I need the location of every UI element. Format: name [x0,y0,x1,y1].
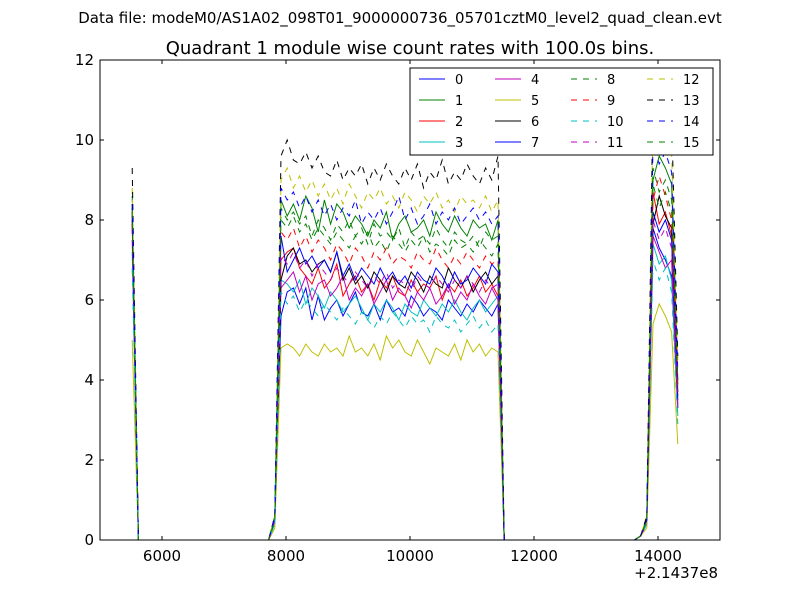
series-line-4 [131,235,679,541]
series-line-14 [131,143,679,541]
series-line-1 [131,154,679,541]
y-tick-label: 10 [75,131,94,149]
legend-label-11: 11 [607,136,624,151]
legend-label-2: 2 [455,115,463,130]
legend-label-15: 15 [683,136,700,151]
legend-label-1: 1 [455,94,463,109]
legend-label-14: 14 [683,115,700,130]
series-line-9 [131,174,679,541]
y-tick-label: 8 [84,211,94,229]
plot-series-group [131,95,679,541]
series-line-12 [131,103,679,541]
series-line-13 [131,95,679,541]
legend-label-5: 5 [531,94,539,109]
x-tick-label: 8000 [267,547,305,565]
y-tick-label: 2 [84,451,94,469]
series-line-11 [131,219,679,541]
y-tick-label: 12 [75,51,94,69]
series-line-15 [131,167,679,541]
y-tick-label: 4 [84,371,94,389]
legend-label-8: 8 [607,73,615,88]
y-tick-label: 0 [84,531,94,549]
x-axis-offset-label: +2.1437e8 [634,564,718,582]
series-line-10 [131,259,679,541]
legend-box [409,67,714,156]
series-line-0 [131,207,679,541]
x-tick-label: 12000 [510,547,558,565]
legend-label-4: 4 [531,73,539,88]
series-line-7 [131,211,679,541]
legend-label-6: 6 [531,115,539,130]
series-line-5 [131,302,679,541]
x-axis: 6000 8000 10000 12000 14000 [143,60,682,565]
x-tick-label: 6000 [143,547,181,565]
legend-label-3: 3 [455,136,463,151]
x-tick-label: 10000 [386,547,434,565]
series-line-2 [131,191,679,541]
x-tick-label: 14000 [634,547,682,565]
series-line-8 [131,183,679,541]
legend-label-0: 0 [455,73,463,88]
supertitle: Data file: modeM0/AS1A02_098T01_90000007… [78,9,722,27]
legend-label-13: 13 [683,94,700,109]
legend-label-9: 9 [607,94,615,109]
legend-label-7: 7 [531,136,539,151]
legend-label-12: 12 [683,73,700,88]
legend-label-10: 10 [607,115,624,130]
series-line-6 [131,194,679,541]
chart-title: Quadrant 1 module wise count rates with … [166,38,655,59]
y-tick-label: 6 [84,291,94,309]
